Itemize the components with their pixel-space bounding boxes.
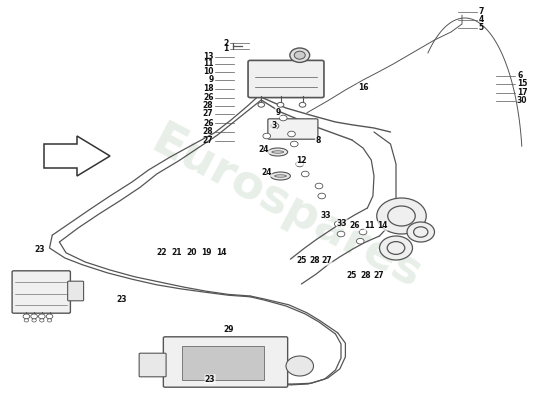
Text: 28: 28	[360, 272, 371, 280]
Text: 26: 26	[203, 93, 213, 102]
FancyBboxPatch shape	[12, 271, 70, 313]
Circle shape	[288, 131, 295, 137]
Text: 26: 26	[203, 119, 213, 128]
Circle shape	[47, 319, 52, 322]
Text: 17: 17	[517, 88, 527, 97]
FancyBboxPatch shape	[248, 60, 324, 98]
Text: 2: 2	[223, 39, 228, 48]
Text: 25: 25	[296, 256, 306, 265]
Circle shape	[40, 319, 44, 322]
Circle shape	[315, 183, 323, 189]
Text: 28: 28	[203, 102, 213, 110]
Text: 7: 7	[478, 8, 484, 16]
Text: 21: 21	[172, 248, 183, 257]
Text: 27: 27	[203, 136, 213, 145]
Text: 12: 12	[296, 156, 307, 165]
Text: 33: 33	[337, 220, 348, 228]
Circle shape	[337, 231, 345, 237]
Circle shape	[359, 229, 367, 235]
FancyBboxPatch shape	[139, 353, 166, 377]
Text: 4: 4	[478, 16, 484, 24]
Text: 28: 28	[309, 256, 320, 265]
Circle shape	[301, 171, 309, 177]
Circle shape	[318, 193, 326, 199]
Text: 23: 23	[205, 375, 216, 384]
Circle shape	[32, 319, 36, 322]
FancyBboxPatch shape	[268, 119, 318, 139]
Circle shape	[290, 48, 310, 62]
Circle shape	[46, 314, 53, 319]
Text: 27: 27	[203, 110, 213, 118]
Text: 9: 9	[275, 108, 280, 117]
Ellipse shape	[271, 172, 290, 180]
Text: 11: 11	[364, 222, 375, 230]
Text: 22: 22	[156, 248, 167, 257]
Circle shape	[263, 133, 271, 139]
Circle shape	[271, 123, 279, 129]
Text: 8: 8	[315, 136, 321, 145]
Circle shape	[294, 51, 305, 59]
Text: 27: 27	[373, 272, 384, 280]
Circle shape	[258, 102, 265, 107]
Circle shape	[24, 319, 29, 322]
Text: 11: 11	[203, 60, 213, 68]
Text: 20: 20	[186, 248, 197, 257]
Circle shape	[290, 141, 298, 147]
Text: 19: 19	[201, 248, 212, 257]
Text: 14: 14	[216, 248, 227, 257]
Text: 29: 29	[223, 326, 234, 334]
Circle shape	[379, 236, 412, 260]
Circle shape	[296, 161, 304, 167]
Text: 26: 26	[349, 222, 360, 230]
Circle shape	[407, 222, 434, 242]
Circle shape	[388, 206, 415, 226]
FancyBboxPatch shape	[68, 281, 84, 301]
Text: 16: 16	[358, 84, 368, 92]
FancyBboxPatch shape	[182, 346, 264, 380]
Circle shape	[286, 356, 313, 376]
Text: 28: 28	[203, 128, 213, 136]
Circle shape	[334, 221, 342, 227]
Ellipse shape	[268, 148, 288, 156]
Text: 33: 33	[320, 211, 331, 220]
Circle shape	[279, 115, 287, 121]
Text: 27: 27	[321, 256, 332, 265]
Text: 10: 10	[203, 68, 213, 76]
Text: 23: 23	[34, 246, 45, 254]
Circle shape	[277, 102, 284, 107]
Text: Eurospares: Eurospares	[143, 118, 429, 298]
FancyBboxPatch shape	[163, 337, 288, 387]
Text: 9: 9	[208, 76, 213, 84]
Circle shape	[23, 314, 30, 319]
Ellipse shape	[274, 175, 287, 177]
Text: 13: 13	[203, 52, 213, 61]
Text: 1: 1	[223, 44, 228, 53]
Text: 5: 5	[478, 24, 483, 32]
Text: 24: 24	[261, 168, 272, 176]
Text: 23: 23	[117, 295, 128, 304]
Text: 18: 18	[203, 84, 213, 93]
Circle shape	[39, 314, 45, 319]
Ellipse shape	[272, 151, 284, 153]
Circle shape	[299, 102, 306, 107]
Text: 24: 24	[258, 146, 270, 154]
Circle shape	[414, 227, 428, 237]
Circle shape	[31, 314, 37, 319]
Circle shape	[377, 198, 426, 234]
Text: 15: 15	[517, 80, 527, 88]
Text: 3: 3	[271, 121, 277, 130]
Text: 14: 14	[377, 222, 388, 230]
Circle shape	[356, 238, 364, 244]
Text: 25: 25	[347, 272, 357, 280]
Text: 30: 30	[517, 96, 527, 105]
Circle shape	[387, 242, 405, 254]
Polygon shape	[44, 136, 110, 176]
Text: 6: 6	[517, 72, 522, 80]
